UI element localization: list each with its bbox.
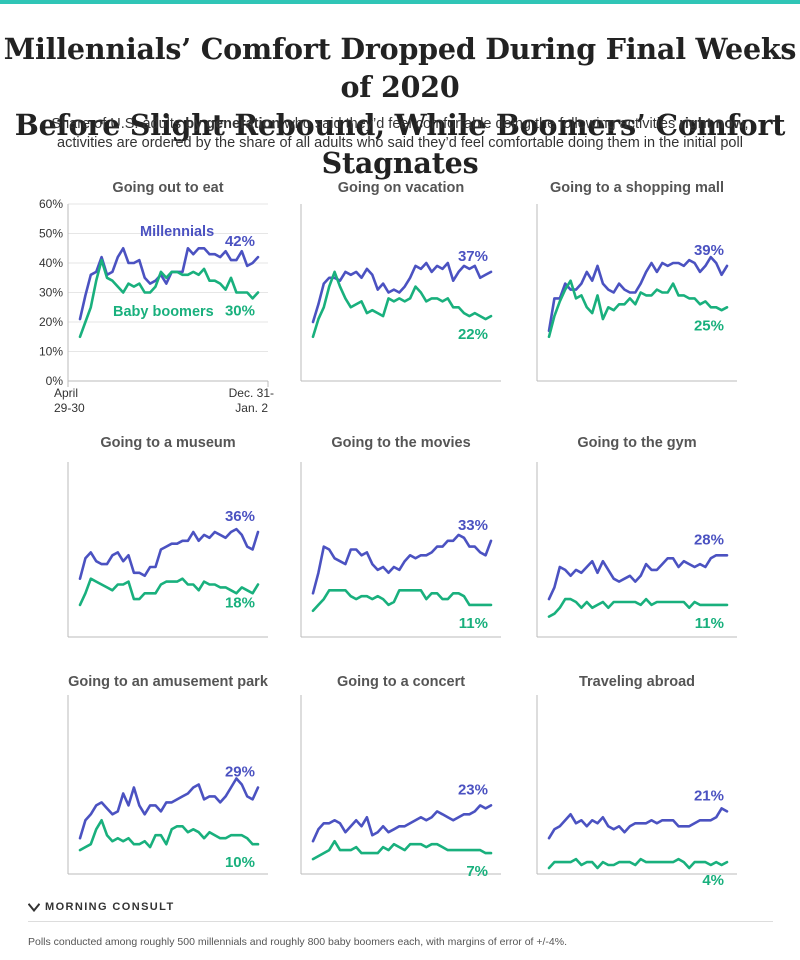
subtitle-bold-generation: by generation <box>185 116 281 132</box>
millennials-end-label: 36% <box>225 508 255 525</box>
y-tick-label: 40% <box>39 256 63 270</box>
chart-panel-9: Traveling abroad 21% 4% <box>536 674 737 889</box>
chart-panel-4: Going to a museum 36% 18% <box>67 435 268 638</box>
millennials-end-label: 37% <box>458 248 488 265</box>
brand-logo: MORNING CONSULT <box>28 901 175 913</box>
millennials-line <box>311 533 493 595</box>
millennials-end-label: 28% <box>694 531 724 548</box>
millennials-line <box>311 804 493 843</box>
boomers-line <box>78 258 260 339</box>
chart-title: Traveling abroad <box>579 674 695 690</box>
chart-panel-5: Going to the movies 33% 11% <box>300 435 501 638</box>
boomers-line <box>547 857 729 870</box>
y-tick-label: 60% <box>39 197 63 211</box>
boomers-end-label: 10% <box>225 854 255 871</box>
boomers-end-label: 11% <box>695 615 724 632</box>
boomers-end-label: 7% <box>466 863 488 880</box>
chart-title: Going to a museum <box>100 435 235 451</box>
boomers-line <box>78 577 260 607</box>
boomers-line <box>311 588 493 613</box>
footer-divider <box>28 921 773 922</box>
subtitle-line-2: activities are ordered by the share of a… <box>57 135 743 151</box>
subtitle: Share of U.S. adults by generation who s… <box>20 115 780 153</box>
y-tick-label: 50% <box>39 227 63 241</box>
millennials-line <box>311 261 493 324</box>
legend-baby-boomers: Baby boomers <box>113 304 214 320</box>
boomers-end-label: 11% <box>459 615 488 632</box>
small-multiples-charts: Going out to eat 0% 10% 20% 30% 40% 50% 60% Apri… <box>39 180 737 889</box>
chart-panel-6: Going to the gym 28% 11% <box>536 435 737 638</box>
boomers-line <box>547 597 729 618</box>
chart-title: Going to the gym <box>577 435 696 451</box>
chart-panel-3: Going to a shopping mall 39% 25% <box>536 180 737 382</box>
subtitle-line-1: Share of U.S. adults by generation who s… <box>20 115 780 134</box>
chart-panel-8: Going to a concert 23% 7% <box>300 674 501 880</box>
boomers-end-label: 22% <box>458 326 488 343</box>
boomers-line <box>311 270 493 339</box>
chart-title: Going to the movies <box>331 435 470 451</box>
chart-panel-7: Going to an amusement park 29% 10% <box>67 674 269 875</box>
title-line-1: Millennials’ Comfort Dropped During Fina… <box>3 32 797 104</box>
millennials-line <box>547 807 729 840</box>
millennials-line <box>78 527 260 581</box>
top-accent-bar <box>0 0 800 4</box>
x-label-end-line1: Dec. 31- <box>229 386 274 400</box>
millennials-end-label: 29% <box>225 763 255 780</box>
boomers-end-label: 30% <box>225 303 255 320</box>
x-label-start-line1: April <box>54 386 78 400</box>
y-tick-label: 20% <box>39 315 63 329</box>
millennials-line <box>78 247 260 321</box>
chart-title: Going to a shopping mall <box>550 180 724 196</box>
subtitle-text-c: who said they’d feel comfortable doing t… <box>280 116 680 132</box>
boomers-line <box>547 279 729 339</box>
boomers-line <box>311 839 493 861</box>
x-label-start-line2: 29-30 <box>54 401 85 415</box>
y-tick-label: 10% <box>39 345 63 359</box>
millennials-end-label: 23% <box>458 781 488 798</box>
millennials-line <box>547 553 729 601</box>
subtitle-text-a: Share of U.S. adults <box>51 116 186 132</box>
subtitle-text-e: ; <box>744 116 749 132</box>
title-line-2: Before Slight Rebound, While Boomers’ Co… <box>14 108 786 180</box>
legend-millennials: Millennials <box>140 224 214 240</box>
boomers-end-label: 4% <box>702 872 724 889</box>
millennials-end-label: 33% <box>458 517 488 534</box>
y-tick-label: 30% <box>39 286 63 300</box>
boomers-end-label: 25% <box>694 317 724 334</box>
chart-panel-2: Going on vacation 37% 22% <box>300 180 501 382</box>
boomers-end-label: 18% <box>225 595 255 612</box>
page-title: Millennials’ Comfort Dropped During Fina… <box>0 30 800 182</box>
millennials-line <box>78 777 260 840</box>
millennials-end-label: 21% <box>694 787 724 804</box>
y-tick-label: 0% <box>46 374 64 388</box>
boomers-line <box>78 818 260 852</box>
millennials-end-label: 39% <box>694 242 724 259</box>
chart-title: Going to an amusement park <box>68 674 269 690</box>
morning-consult-mark-icon <box>28 902 40 912</box>
footnote: Polls conducted among roughly 500 millen… <box>28 936 568 948</box>
x-label-end-line2: Jan. 2 <box>235 401 268 415</box>
chart-title: Going to a concert <box>337 674 465 690</box>
brand-name: MORNING CONSULT <box>45 901 175 913</box>
millennials-line <box>547 255 729 333</box>
chart-title: Going out to eat <box>112 180 223 196</box>
chart-title: Going on vacation <box>338 180 464 196</box>
subtitle-bold-right-now: right now <box>679 116 745 132</box>
millennials-end-label: 42% <box>225 233 255 250</box>
chart-panel-1: Going out to eat 0% 10% 20% 30% 40% 50% 60% Apri… <box>39 180 274 415</box>
